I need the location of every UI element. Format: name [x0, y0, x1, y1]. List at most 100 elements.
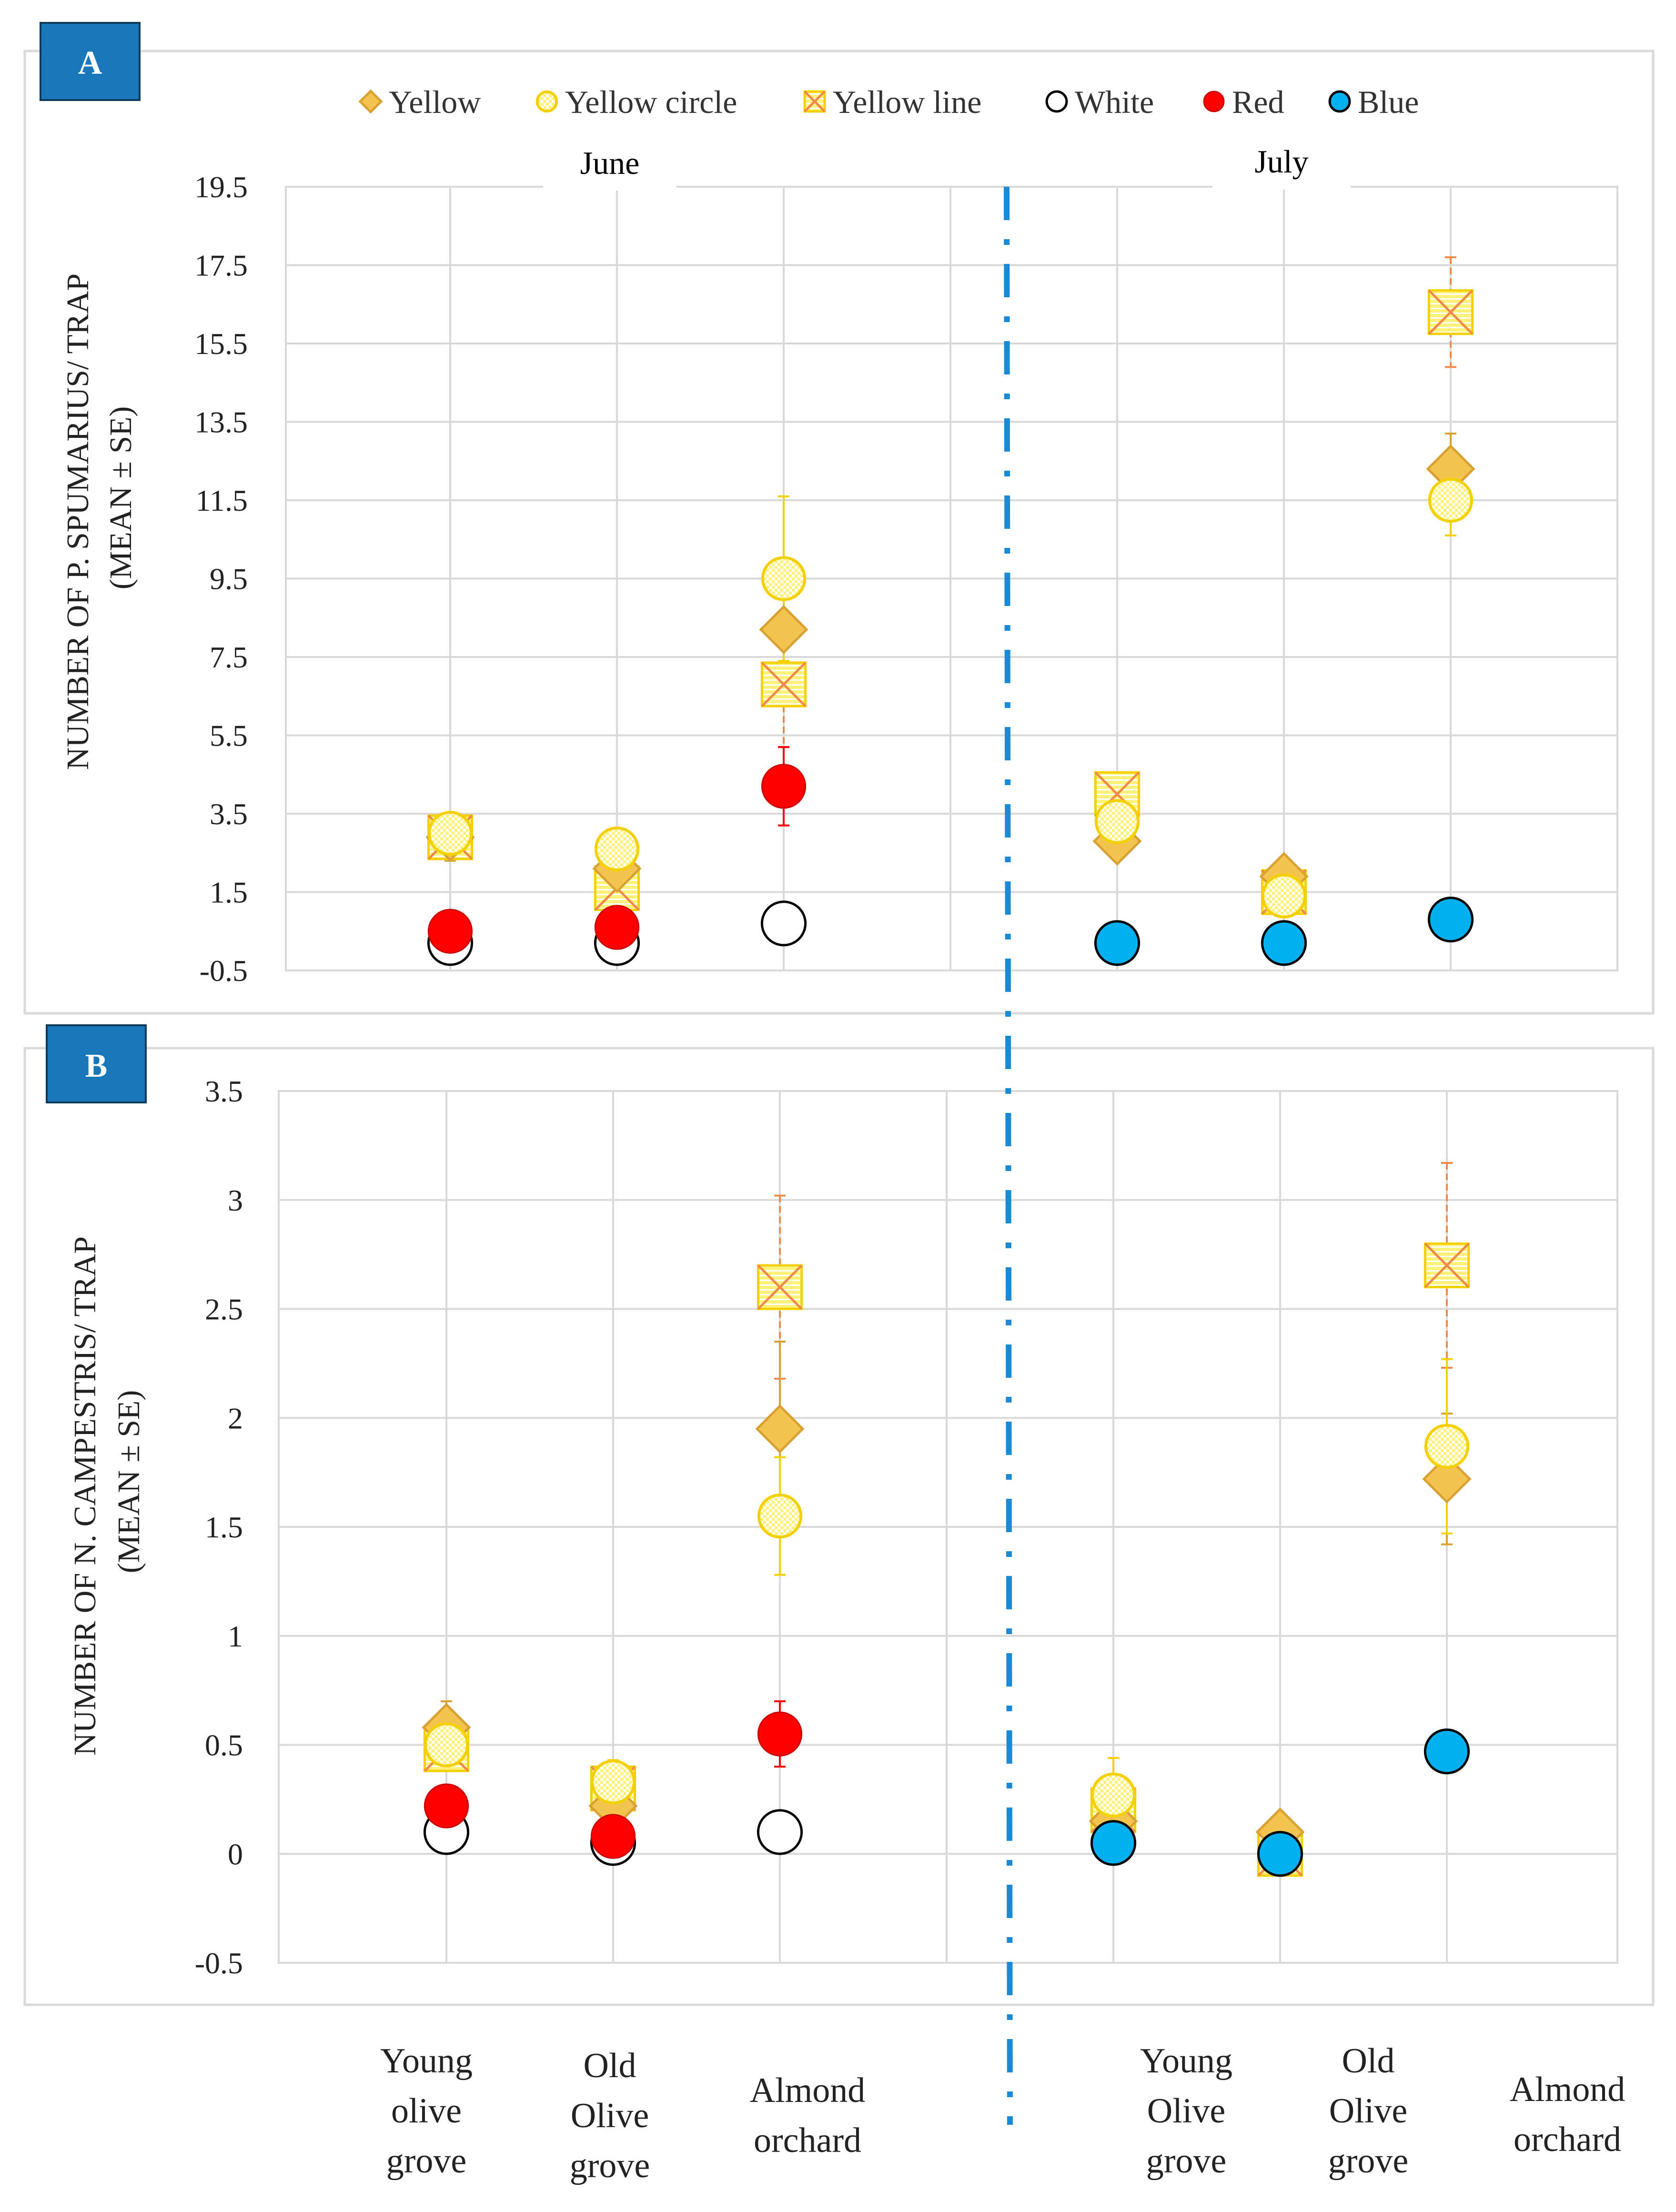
x-category-label-line: Almond — [750, 2071, 866, 2110]
panel-b-y-axis-title-line2: (MEAN ± SE) — [111, 1390, 146, 1574]
month-label-july: July — [1254, 143, 1308, 180]
panel-a-label-text: A — [78, 45, 102, 81]
y-tick-label: 3.5 — [210, 797, 248, 831]
point-yellow-circle — [1094, 799, 1140, 844]
point-red — [590, 1814, 636, 1859]
point-yellow-line — [757, 1264, 803, 1310]
point-yellow-circle — [757, 1493, 803, 1539]
legend-item: Blue — [1328, 84, 1419, 120]
y-tick-label: 1 — [228, 1619, 243, 1653]
point-yellow — [759, 605, 808, 654]
x-category-label-line: olive — [391, 2091, 462, 2131]
point-yellow-circle — [761, 556, 807, 601]
legend-label: White — [1075, 84, 1154, 120]
legend-item: Yellow — [358, 84, 481, 120]
x-category-label-line: grove — [1328, 2141, 1409, 2181]
x-category-label-line: orchard — [1514, 2120, 1621, 2159]
panel-a-y-axis-title: NUMBER OF P. SPUMARIUS/ TRAP (MEAN ± SE) — [61, 273, 138, 770]
y-tick-label: 13.5 — [194, 405, 248, 439]
x-category-label-line: Young — [1140, 2041, 1232, 2081]
y-tick-label: 1.5 — [205, 1510, 243, 1544]
panel-a-label: A — [40, 22, 141, 101]
point-yellow-circle — [1428, 477, 1474, 523]
y-tick-label: -0.5 — [200, 954, 248, 988]
y-tick-label: 7.5 — [210, 640, 248, 674]
x-category-label: Old Olive grove — [1328, 2041, 1409, 2181]
legend-marker — [1045, 90, 1068, 113]
june-july-divider — [1004, 186, 1013, 2125]
legend-label: Yellow circle — [565, 84, 737, 120]
panel-b-frame — [23, 1047, 1655, 2006]
point-blue — [1424, 1728, 1470, 1775]
point-yellow-line — [1424, 1242, 1470, 1289]
legend-marker — [1203, 91, 1225, 112]
x-category-label: Almond orchard — [1510, 2070, 1626, 2159]
legend-marker — [358, 89, 383, 114]
panel-b-y-axis-title: NUMBER OF N. CAMPESTRIS/ TRAP (MEAN ± SE… — [68, 1236, 146, 1756]
point-blue — [1094, 920, 1141, 966]
x-category-label-line: grove — [570, 2146, 650, 2185]
panel-b-y-axis-title-line1: NUMBER OF N. CAMPESTRIS/ TRAP — [68, 1236, 102, 1756]
panel-a-frame — [23, 50, 1655, 1015]
y-tick-label: 3.5 — [205, 1074, 243, 1108]
legend-item: Red — [1203, 84, 1284, 120]
point-red — [757, 1711, 803, 1757]
legend-label: Yellow line — [833, 84, 981, 120]
legend-item: Yellow line — [803, 84, 981, 120]
x-category-label-line: Olive — [1329, 2091, 1407, 2131]
x-category-label: Old Olive grove — [570, 2046, 650, 2185]
point-red — [424, 1783, 469, 1828]
point-yellow-circle — [424, 1722, 469, 1768]
panel-a-y-tick-labels: 19.5 17.5 15.5 13.5 11.5 9.5 7.5 5.5 3.5 1.5 -0.5 — [194, 170, 248, 988]
panel-a-y-axis-title-line1: NUMBER OF P. SPUMARIUS/ TRAP — [61, 273, 95, 770]
point-yellow-circle — [594, 826, 640, 872]
month-label-june: June — [580, 145, 640, 181]
y-tick-label: 0 — [228, 1837, 243, 1871]
point-blue — [1427, 896, 1474, 943]
point-yellow — [755, 1404, 805, 1454]
point-red — [427, 909, 473, 954]
legend-label: Red — [1232, 84, 1284, 120]
x-category-label-line: grove — [386, 2141, 467, 2181]
point-red — [761, 764, 807, 809]
point-blue — [1090, 1820, 1137, 1866]
y-tick-label: 15.5 — [194, 327, 248, 361]
x-category-label: Young Olive grove — [1140, 2041, 1232, 2181]
panel-b-gridlines — [279, 1090, 1617, 1964]
legend-marker — [535, 90, 558, 113]
x-category-label: Young olive grove — [380, 2041, 473, 2181]
y-tick-label: 0.5 — [205, 1728, 243, 1762]
legend-item: White — [1045, 84, 1154, 120]
point-yellow-line — [1427, 289, 1474, 335]
panel-b-data-marks — [422, 1162, 1472, 1877]
y-tick-label: 1.5 — [210, 876, 248, 909]
legend-marker — [1328, 90, 1351, 113]
point-yellow-circle — [427, 810, 473, 856]
point-yellow-line — [760, 661, 807, 707]
x-category-labels: Young olive grove Old Olive grove Almond orchar… — [380, 2041, 1625, 2185]
x-category-label-line: Olive — [571, 2096, 649, 2135]
panel-a-data-marks — [425, 256, 1475, 966]
point-blue — [1257, 1831, 1303, 1877]
x-category-label-line: orchard — [754, 2121, 861, 2160]
y-tick-label: 17.5 — [194, 249, 248, 283]
point-white — [760, 900, 807, 947]
y-tick-label: 5.5 — [210, 719, 248, 753]
point-yellow-circle — [1424, 1424, 1470, 1469]
legend-label: Blue — [1358, 84, 1419, 120]
y-tick-label: 11.5 — [195, 484, 248, 517]
legend-marker — [803, 90, 826, 113]
panel-a-y-axis-title-line2: (MEAN ± SE) — [103, 406, 138, 590]
x-category-label-line: Young — [380, 2041, 473, 2081]
legend-item: Yellow circle — [535, 84, 737, 120]
panel-a-gridlines — [286, 186, 1617, 971]
panel-b-y-tick-labels: 3.5 3 2.5 2 1.5 1 0.5 0 -0.5 — [195, 1074, 243, 1980]
x-category-label: Almond orchard — [750, 2071, 866, 2160]
legend: Yellow Yellow circle Yellow line White Red Bl… — [358, 84, 1419, 120]
legend-label: Yellow — [389, 84, 481, 120]
panel-b-label: B — [46, 1024, 147, 1103]
y-tick-label: 2.5 — [205, 1293, 243, 1326]
x-category-label-line: Olive — [1147, 2091, 1225, 2131]
point-blue — [1261, 920, 1307, 966]
